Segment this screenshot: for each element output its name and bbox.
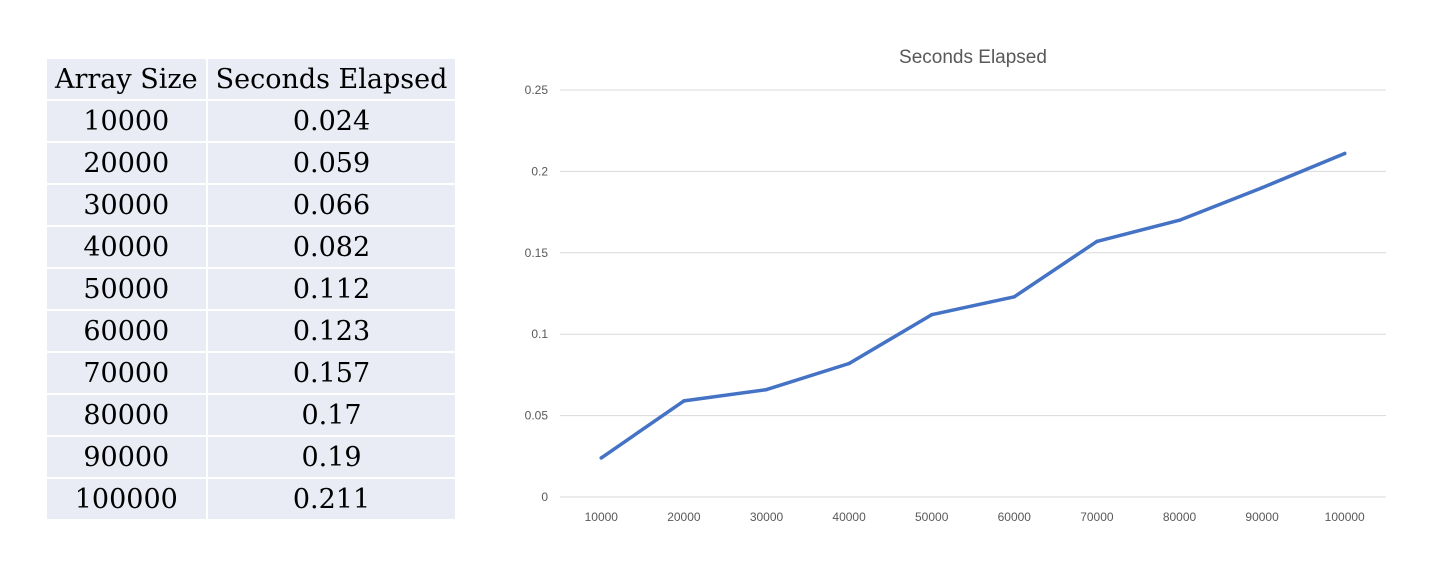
table-row: 100000 0.211 [47,479,456,521]
cell-seconds-elapsed: 0.17 [207,395,456,437]
table-row: 20000 0.059 [47,143,456,185]
y-tick-label: 0.25 [525,83,549,97]
cell-seconds-elapsed: 0.112 [207,269,456,311]
table-row: 50000 0.112 [47,269,456,311]
cell-array-size: 40000 [47,227,208,269]
table-row: 30000 0.066 [47,185,456,227]
cell-array-size: 50000 [47,269,208,311]
data-point [682,399,686,403]
x-tick-label: 30000 [750,510,784,524]
cell-array-size: 30000 [47,185,208,227]
table-row: 60000 0.123 [47,311,456,353]
cell-array-size: 70000 [47,353,208,395]
table-body: 10000 0.024 20000 0.059 30000 0.066 40000 0.082… [47,101,456,521]
data-point [847,361,851,366]
cell-array-size: 60000 [47,311,208,353]
x-tick-label: 80000 [1163,510,1197,524]
series-line [599,151,1347,460]
x-tick-label: 70000 [1080,510,1114,524]
y-tick-label: 0.05 [525,409,549,423]
cell-seconds-elapsed: 0.157 [207,353,456,395]
x-tick-label: 40000 [832,510,866,524]
y-tick-label: 0.1 [531,327,548,341]
x-tick-label: 20000 [667,510,701,524]
table-row: 70000 0.157 [47,353,456,395]
data-point [1342,151,1347,156]
column-header-seconds-elapsed: Seconds Elapsed [207,59,456,101]
table-header-row: Array Size Seconds Elapsed [47,59,456,101]
chart-svg: Seconds Elapsed 0 0.05 0.1 0.15 0.2 0.25 10000 2… [525,47,1386,524]
cell-array-size: 90000 [47,437,208,479]
data-point [1260,185,1264,190]
cell-array-size: 10000 [47,101,208,143]
data-point [599,456,604,460]
cell-seconds-elapsed: 0.059 [207,143,456,185]
data-point [929,312,934,317]
chart-title: Seconds Elapsed [899,47,1047,68]
y-tick-label: 0.15 [525,246,549,260]
cell-seconds-elapsed: 0.066 [207,185,456,227]
data-point [1012,295,1017,299]
cell-seconds-elapsed: 0.082 [207,227,456,269]
cell-array-size: 80000 [47,395,208,437]
cell-array-size: 20000 [47,143,208,185]
data-table: Array Size Seconds Elapsed 10000 0.024 200… [47,59,456,521]
x-tick-label: 50000 [915,510,949,524]
x-tick-label: 60000 [998,510,1032,524]
cell-seconds-elapsed: 0.211 [207,479,456,521]
cell-seconds-elapsed: 0.19 [207,437,456,479]
x-tick-label: 90000 [1245,510,1279,524]
column-header-array-size: Array Size [47,59,208,101]
cell-array-size: 100000 [47,479,208,521]
data-point [764,387,769,392]
y-tick-label: 0.2 [531,164,548,178]
data-point [1095,239,1099,244]
data-point [1177,218,1182,222]
table-row: 80000 0.17 [47,395,456,437]
cell-seconds-elapsed: 0.123 [207,311,456,353]
x-tick-label: 100000 [1325,510,1365,524]
table-row: 10000 0.024 [47,101,456,143]
table-row: 40000 0.082 [47,227,456,269]
cell-seconds-elapsed: 0.024 [207,101,456,143]
x-tick-label: 10000 [585,510,619,524]
y-tick-label: 0 [541,490,548,504]
line-chart: Seconds Elapsed 0 0.05 0.1 0.15 0.2 0.25 10000 2… [490,30,1410,550]
table-row: 90000 0.19 [47,437,456,479]
